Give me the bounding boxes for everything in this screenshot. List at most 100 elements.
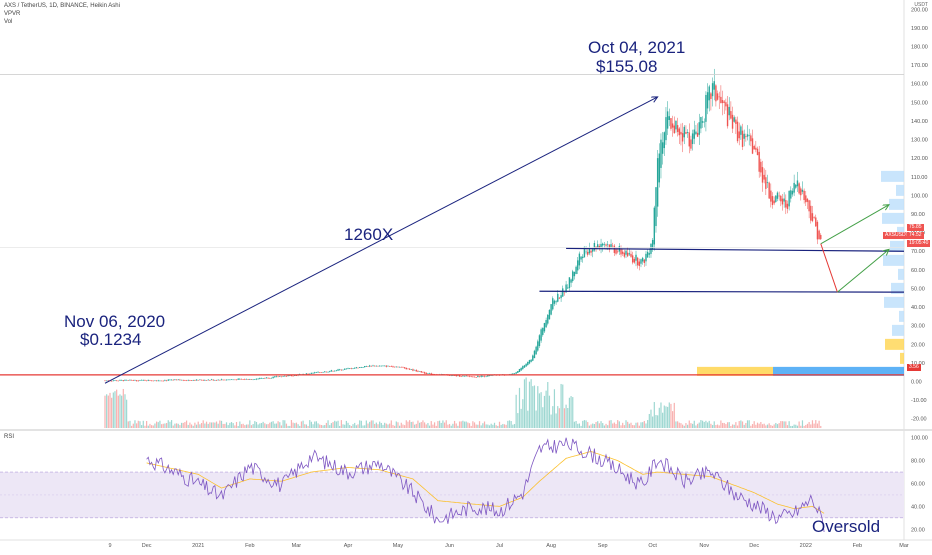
candle-body [626, 252, 629, 257]
candle-body [783, 198, 785, 202]
volume-bar [490, 423, 492, 428]
candle-body [651, 240, 654, 249]
candle-body [485, 376, 487, 378]
volume-bar [525, 377, 527, 428]
candle-body [357, 367, 359, 369]
volume-bar [280, 425, 283, 428]
volume-bar [329, 425, 331, 428]
volume-bar [367, 423, 369, 428]
candle-body [344, 368, 346, 370]
candle-body [587, 251, 589, 255]
candle-body [488, 375, 491, 376]
candle-body [194, 380, 196, 381]
volume-bar [199, 424, 201, 428]
volume-bar [660, 402, 662, 428]
volume-bar [780, 421, 782, 428]
candle-body [680, 131, 682, 135]
candle-body [630, 253, 632, 257]
candle-body [247, 379, 249, 380]
volume-bar [438, 420, 441, 428]
candle-body [696, 132, 699, 137]
volume-bar [185, 420, 188, 428]
volume-bar [650, 409, 652, 428]
volume-bar [765, 425, 767, 428]
volume-bar [520, 408, 522, 428]
candle-body [289, 375, 291, 376]
volume-bar [472, 421, 474, 428]
volume-bar [299, 425, 301, 428]
candle-body [698, 122, 700, 135]
candle-body [417, 370, 419, 372]
candle-body [740, 126, 742, 135]
candle-body [190, 380, 193, 381]
rsi-tick-label: 40.00 [911, 504, 925, 510]
volume-bar [467, 422, 469, 428]
volume-bar [265, 424, 268, 428]
volume-bar [705, 420, 707, 428]
volume-bar [165, 423, 168, 428]
volume-bar [425, 424, 427, 428]
candle-body [230, 379, 233, 381]
candle-body [115, 380, 118, 382]
volume-bar [608, 420, 610, 428]
volume-bar [344, 424, 346, 428]
volume-bar [760, 421, 762, 428]
volume-bar [372, 420, 374, 428]
volume-bar [523, 379, 526, 428]
candle-body [337, 369, 339, 371]
volume-bar [415, 423, 417, 428]
volume-bar [394, 425, 396, 428]
candle-body [553, 300, 556, 304]
candle-body [681, 133, 684, 142]
candle-body [370, 365, 373, 367]
volume-bar [240, 424, 243, 428]
volume-bar [696, 423, 699, 428]
currency-badge[interactable]: USDT [914, 2, 928, 8]
candle-body [713, 81, 715, 90]
oversold-annotation: Oversold [812, 517, 881, 536]
candle-body [748, 135, 750, 136]
volume-bar [748, 420, 750, 428]
volume-bar [595, 422, 597, 428]
candle-body [150, 380, 153, 382]
volume-bar [510, 421, 512, 428]
volume-bar [254, 421, 256, 428]
candle-body [453, 375, 456, 376]
volume-bar [104, 395, 106, 428]
volume-bar [227, 425, 229, 428]
candle-body [402, 366, 404, 368]
candle-body [615, 249, 617, 254]
candle-body [593, 243, 596, 251]
volume-bar [612, 423, 614, 428]
volume-bar [530, 379, 532, 428]
candle-body [217, 379, 219, 381]
volume-bar [322, 425, 324, 428]
volume-bar [806, 423, 809, 428]
price-tag-base: 3.56 [907, 364, 921, 371]
candle-body [275, 376, 278, 377]
volume-bar [673, 402, 675, 428]
candle-body [643, 259, 646, 264]
rsi-legend[interactable]: RSI [4, 434, 15, 440]
candle-body [776, 192, 779, 199]
candle-body [778, 195, 780, 197]
volume-bar [297, 424, 299, 428]
candle-body [532, 355, 534, 361]
vol-legend[interactable]: Vol [4, 19, 13, 25]
candle-body [398, 366, 401, 368]
candle-body [209, 380, 211, 381]
volume-bar [800, 425, 802, 428]
candle-body [129, 379, 131, 381]
volume-bar [457, 425, 459, 428]
candle-body [663, 132, 665, 149]
volume-bar [753, 421, 755, 428]
candle-body [309, 373, 311, 375]
symbol-legend[interactable]: AXS / TetherUS, 1D, BINANCE, Heikin Ashi [4, 3, 120, 9]
volume-bar [428, 425, 431, 428]
candle-body [177, 379, 179, 381]
volume-bar [219, 420, 221, 428]
vpvr-legend[interactable]: VPVR [4, 11, 21, 17]
volume-bar [695, 425, 697, 428]
volume-bar [726, 422, 729, 428]
